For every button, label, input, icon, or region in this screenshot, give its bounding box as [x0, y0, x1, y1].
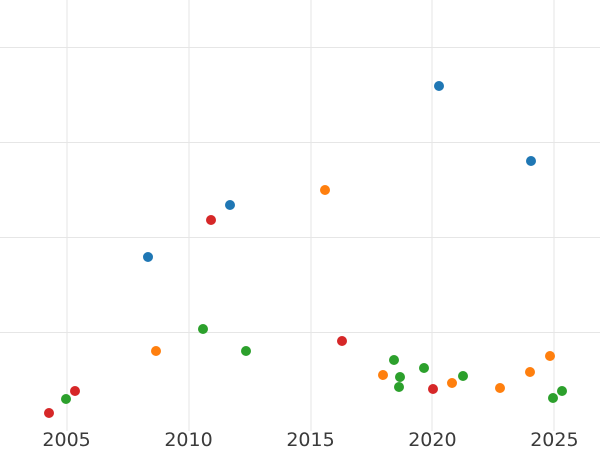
horizontal-gridline: [0, 331, 600, 333]
data-point-green: [419, 363, 430, 373]
data-point-orange: [378, 369, 389, 380]
data-point-orange: [320, 185, 331, 196]
x-axis: 2005 2010 2015 2020 2025: [0, 427, 600, 450]
x-tick-label: 2015: [286, 429, 335, 450]
data-point-green: [197, 324, 208, 334]
data-point-green: [557, 385, 568, 396]
data-point-green: [395, 371, 406, 382]
data-point-red: [337, 336, 347, 347]
data-point-red: [44, 407, 55, 418]
x-tick-label: 2010: [164, 429, 213, 450]
data-point-green: [388, 355, 399, 366]
data-point-blue: [434, 80, 444, 91]
vertical-gridline: [431, 0, 433, 431]
plot-area: [0, 0, 600, 431]
data-point-orange: [447, 378, 458, 389]
data-point-blue: [142, 251, 153, 262]
data-point-red: [206, 214, 216, 225]
horizontal-gridline: [0, 141, 600, 143]
data-point-green: [547, 392, 558, 403]
vertical-gridline: [188, 0, 189, 431]
vertical-gridline: [553, 0, 555, 431]
data-point-orange: [545, 350, 555, 361]
data-point-blue: [225, 199, 235, 210]
data-point-orange: [151, 345, 162, 356]
data-point-orange: [495, 383, 505, 393]
data-point-blue: [526, 155, 536, 166]
data-point-red: [427, 384, 438, 394]
data-point-orange: [525, 366, 535, 377]
data-point-green: [394, 382, 405, 393]
horizontal-gridline: [0, 236, 600, 238]
vertical-gridline: [310, 0, 311, 431]
data-point-green: [61, 394, 72, 405]
vertical-gridline: [66, 0, 68, 431]
x-tick-label: 2005: [42, 429, 91, 450]
data-point-green: [241, 345, 252, 356]
data-point-green: [457, 370, 468, 381]
data-point-red: [69, 385, 80, 396]
x-tick-label: 2020: [408, 429, 457, 450]
x-tick-label: 2025: [530, 429, 579, 450]
horizontal-gridline: [0, 46, 600, 48]
